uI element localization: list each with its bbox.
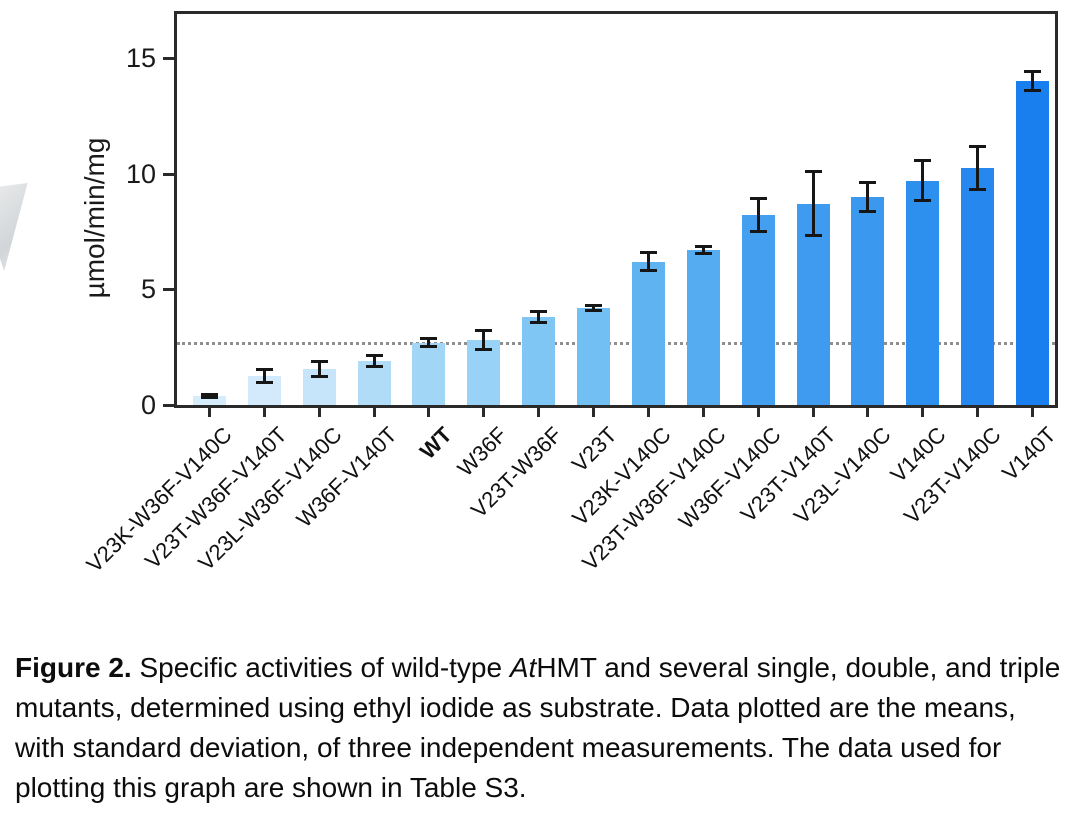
x-axis-tick	[592, 408, 596, 417]
x-axis-tick	[372, 408, 376, 417]
x-axis-tick	[482, 408, 486, 417]
caption-text-2: HMT and several single, double, and trip…	[15, 652, 1061, 803]
error-bar-W36F-V140T	[372, 356, 376, 366]
error-bar-cap-bottom	[969, 187, 987, 191]
error-bar-V23L-W36F-V140C	[317, 362, 321, 377]
error-bar-V140T	[1031, 71, 1035, 91]
error-bar-WT	[427, 339, 431, 346]
x-axis-tick	[866, 408, 870, 417]
wt-reference-line	[177, 341, 1055, 345]
error-bar-cap-top	[969, 145, 987, 149]
y-axis-tick-label: 0	[140, 390, 156, 420]
error-bar-cap-bottom	[420, 345, 438, 348]
bar-V23T	[577, 307, 611, 405]
error-bar-cap-bottom	[1024, 89, 1042, 93]
error-bar-cap-bottom	[859, 209, 877, 213]
bar-V140T	[1016, 81, 1050, 405]
bar-V140C	[906, 180, 940, 405]
bar-V23K-V140C	[631, 261, 665, 405]
bar-V23T-W36F	[522, 317, 556, 405]
page-corner-artifact	[0, 183, 28, 271]
error-bar-cap-bottom	[475, 348, 493, 352]
error-bar-cap-top	[365, 354, 383, 358]
error-bar-V23T	[592, 305, 596, 311]
error-bar-V23T-V140C	[976, 147, 980, 189]
error-bar-cap-top	[585, 303, 603, 307]
x-axis-tick	[262, 408, 266, 417]
error-bar-V23T-W36F-V140C	[701, 246, 705, 254]
error-bar-V23L-V140C	[866, 182, 870, 211]
x-axis-tick	[317, 408, 321, 417]
error-bar-V23K-V140C	[646, 253, 650, 270]
caption-italic-species: At	[509, 652, 537, 683]
error-bar-cap-bottom	[310, 375, 328, 379]
x-axis-tick	[811, 408, 815, 417]
error-bar-cap-bottom	[804, 233, 822, 237]
error-bar-cap-bottom	[255, 380, 273, 384]
error-bar-V23T-W36F-V140T	[262, 370, 266, 382]
error-bar-cap-top	[914, 158, 932, 162]
error-bar-cap-bottom	[914, 199, 932, 203]
error-bar-cap-top	[255, 368, 273, 372]
error-bar-cap-bottom	[694, 252, 712, 256]
error-bar-cap-bottom	[365, 364, 383, 368]
x-axis-tick	[976, 408, 980, 417]
bar-W36F-V140T	[357, 361, 391, 405]
error-bar-cap-top	[639, 251, 657, 255]
error-bar-cap-bottom	[639, 268, 657, 272]
bar-V23K-W36F-V140C	[192, 395, 226, 405]
figure-caption-number: Figure 2.	[15, 652, 132, 683]
bar-V23L-V140C	[851, 196, 885, 405]
y-axis-tick-label: 15	[125, 42, 156, 73]
caption-text-1: Specific activities of wild-type	[131, 652, 510, 683]
x-axis-tick	[646, 408, 650, 417]
error-bar-cap-top	[475, 328, 493, 332]
error-bar-cap-bottom	[200, 395, 218, 399]
error-bar-W36F	[482, 330, 486, 350]
error-bar-cap-top	[694, 244, 712, 248]
x-axis-tick	[921, 408, 925, 417]
bar-V23T-V140T	[796, 203, 830, 405]
y-axis-tick	[163, 172, 174, 176]
error-bar-V23T-W36F	[537, 312, 541, 322]
y-axis-tick	[163, 288, 174, 292]
error-bar-cap-top	[420, 337, 438, 341]
x-axis-tick	[756, 408, 760, 417]
error-bar-cap-bottom	[585, 309, 603, 313]
bar-W36F-V140C	[741, 215, 775, 405]
error-bar-cap-top	[530, 310, 548, 314]
error-bar-V140C	[921, 160, 925, 201]
y-axis-tick-label: 5	[140, 274, 156, 305]
bar-V23T-V140C	[961, 167, 995, 405]
y-axis-tick	[163, 56, 174, 60]
error-bar-cap-top	[859, 180, 877, 184]
bar-chart-plot-area	[174, 11, 1058, 408]
x-axis-tick	[1031, 408, 1035, 417]
y-axis-tick	[163, 404, 174, 407]
x-axis-tick	[701, 408, 705, 417]
error-bar-cap-top	[804, 170, 822, 174]
error-bar-W36F-V140C	[756, 199, 760, 232]
x-axis-tick	[427, 408, 431, 417]
error-bar-cap-top	[749, 197, 767, 201]
error-bar-cap-bottom	[530, 320, 548, 324]
x-axis-tick	[207, 408, 211, 417]
error-bar-cap-top	[310, 360, 328, 364]
error-bar-cap-top	[1024, 69, 1042, 73]
bar-WT	[412, 342, 446, 405]
y-axis-tick-label: 10	[125, 158, 156, 189]
x-axis-tick	[537, 408, 541, 417]
error-bar-cap-top	[200, 392, 218, 396]
error-bar-V23T-V140T	[811, 172, 815, 235]
figure-caption: Figure 2. Specific activities of wild-ty…	[15, 648, 1067, 808]
error-bar-cap-bottom	[749, 230, 767, 234]
error-bar-V23K-W36F-V140C	[207, 394, 211, 397]
bar-V23T-W36F-V140C	[686, 250, 720, 405]
